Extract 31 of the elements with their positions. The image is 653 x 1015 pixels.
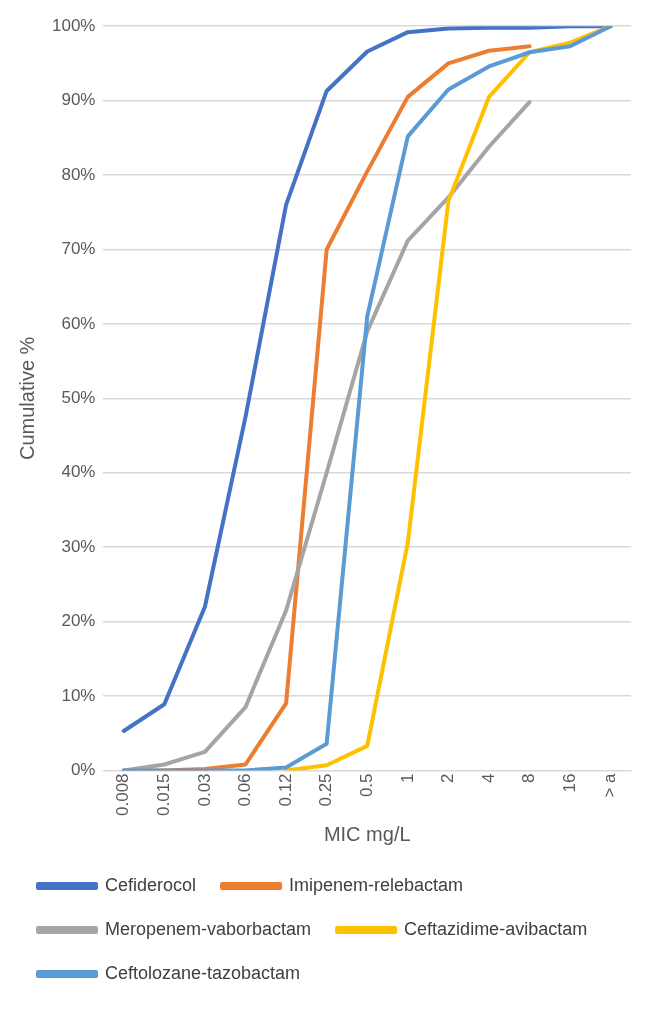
legend-label: Ceftazidime-avibactam bbox=[404, 918, 588, 939]
y-tick-label: 70% bbox=[61, 239, 96, 259]
x-tick-label: 0.015 bbox=[154, 773, 174, 817]
x-tick-label: 0.5 bbox=[356, 773, 376, 798]
y-tick-label: 0% bbox=[70, 760, 96, 780]
y-tick-label: 40% bbox=[61, 462, 96, 482]
y-tick-label: 30% bbox=[61, 536, 96, 556]
y-tick-label: 100% bbox=[52, 15, 96, 35]
x-tick-label: 0.25 bbox=[316, 773, 336, 807]
x-tick-label: 0.06 bbox=[235, 773, 255, 807]
y-tick-label: 20% bbox=[61, 611, 96, 631]
x-tick-label: 8 bbox=[519, 773, 539, 783]
x-tick-label: 1 bbox=[397, 773, 417, 783]
legend-label: Cefiderocol bbox=[105, 874, 197, 895]
x-tick-label: 0.12 bbox=[275, 773, 295, 807]
legend-label: Ceftolozane-tazobactam bbox=[105, 962, 301, 983]
x-tick-label: > a bbox=[600, 772, 620, 798]
y-tick-label: 80% bbox=[61, 164, 96, 184]
x-tick-label: 0.008 bbox=[113, 773, 133, 817]
y-tick-label: 90% bbox=[61, 90, 96, 110]
legend-label: Meropenem-vaborbactam bbox=[105, 918, 312, 939]
y-tick-label: 10% bbox=[61, 685, 96, 705]
x-tick-label: 0.03 bbox=[194, 773, 214, 807]
x-tick-label: 2 bbox=[438, 773, 458, 783]
x-tick-label: 16 bbox=[559, 773, 579, 793]
y-axis-title: Cumulative % bbox=[15, 336, 38, 461]
legend-label: Imipenem-relebactam bbox=[289, 874, 464, 895]
x-tick-label: 4 bbox=[478, 773, 498, 783]
y-tick-label: 60% bbox=[61, 313, 96, 333]
y-tick-label: 50% bbox=[61, 388, 96, 408]
x-axis-title: MIC mg/L bbox=[323, 822, 411, 845]
